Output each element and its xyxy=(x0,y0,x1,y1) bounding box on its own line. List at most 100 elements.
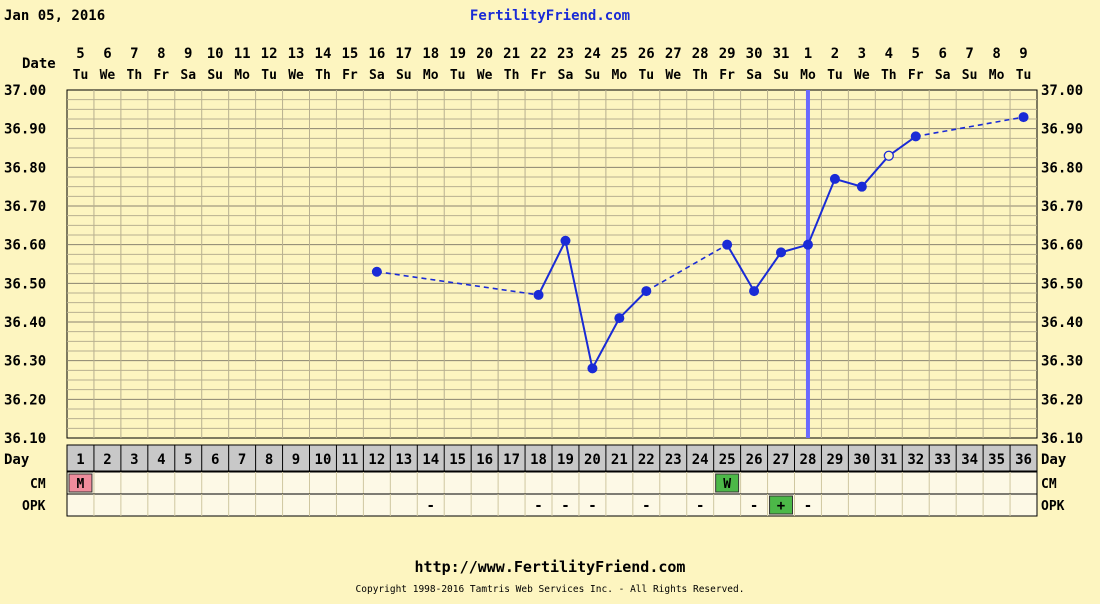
y-tick-label-right: 36.30 xyxy=(1041,354,1083,370)
weekday-label: We xyxy=(854,68,870,83)
date-label: 14 xyxy=(315,46,332,62)
opk-marker: - xyxy=(534,498,542,514)
date-label: 22 xyxy=(530,46,547,62)
footer-url[interactable]: http://www.FertilityFriend.com xyxy=(414,558,686,576)
weekday-label: Fr xyxy=(153,68,169,83)
temp-point xyxy=(749,286,760,297)
day-number: 11 xyxy=(341,452,358,468)
y-tick-label-left: 36.70 xyxy=(4,199,46,215)
date-label: 11 xyxy=(234,46,251,62)
temp-point xyxy=(371,266,382,277)
date-label: 9 xyxy=(1019,46,1027,62)
y-tick-label-right: 36.70 xyxy=(1041,199,1083,215)
temp-point xyxy=(641,286,652,297)
weekday-label: Fr xyxy=(531,68,547,83)
date-label: 25 xyxy=(611,46,628,62)
y-tick-label-left: 36.40 xyxy=(4,315,46,331)
weekday-label: Su xyxy=(207,68,223,83)
opk-marker: - xyxy=(696,498,704,514)
weekday-label: Sa xyxy=(746,68,762,83)
temp-point xyxy=(856,181,867,192)
weekday-label: Su xyxy=(962,68,978,83)
weekday-label: Su xyxy=(585,68,601,83)
opk-marker: - xyxy=(750,498,758,514)
temp-line-dashed xyxy=(376,270,539,296)
temp-point xyxy=(722,239,733,250)
day-number: 36 xyxy=(1015,452,1032,468)
day-number: 14 xyxy=(422,452,439,468)
day-number: 22 xyxy=(638,452,655,468)
day-number: 31 xyxy=(880,452,897,468)
y-tick-label-right: 36.90 xyxy=(1041,122,1083,138)
day-number: 18 xyxy=(530,452,547,468)
day-number: 20 xyxy=(584,452,601,468)
opk-marker: + xyxy=(777,498,785,514)
day-number: 17 xyxy=(503,452,520,468)
date-label: 20 xyxy=(476,46,493,62)
opk-marker: - xyxy=(561,498,569,514)
weekday-label: Tu xyxy=(450,68,466,83)
day-number: 4 xyxy=(157,452,165,468)
cm-marker-text: M xyxy=(77,477,85,492)
y-tick-label-left: 36.20 xyxy=(4,392,46,408)
y-tick-label-left: 36.30 xyxy=(4,354,46,370)
date-label: 10 xyxy=(207,46,224,62)
opk-marker-bg xyxy=(769,495,793,515)
weekday-label: Mo xyxy=(989,68,1005,83)
weekday-label: Fr xyxy=(719,68,735,83)
day-number: 23 xyxy=(665,452,682,468)
weekday-label: Tu xyxy=(73,68,89,83)
weekday-label: Th xyxy=(315,68,331,83)
day-number: 28 xyxy=(800,452,817,468)
date-label: 7 xyxy=(130,46,138,62)
date-label: 8 xyxy=(157,46,165,62)
weekday-label: Sa xyxy=(369,68,385,83)
temp-point xyxy=(533,289,544,300)
day-number: 9 xyxy=(292,452,300,468)
day-number: 1 xyxy=(76,452,84,468)
day-number: 8 xyxy=(265,452,273,468)
date-label: 29 xyxy=(719,46,736,62)
opk-marker: - xyxy=(642,498,650,514)
chart-date: Jan 05, 2016 xyxy=(4,8,106,24)
temp-point xyxy=(560,235,571,246)
weekday-label: Mo xyxy=(423,68,439,83)
date-label: 28 xyxy=(692,46,709,62)
date-label: 17 xyxy=(395,46,412,62)
day-number: 13 xyxy=(395,452,412,468)
day-number: 29 xyxy=(826,452,843,468)
weekday-label: We xyxy=(665,68,681,83)
weekday-label: Th xyxy=(127,68,143,83)
y-tick-label-right: 36.20 xyxy=(1041,392,1083,408)
day-number: 3 xyxy=(130,452,138,468)
date-label: 6 xyxy=(103,46,111,62)
y-tick-label-right: 36.50 xyxy=(1041,276,1083,292)
opk-marker: - xyxy=(804,498,812,514)
date-label: 3 xyxy=(858,46,866,62)
day-number: 33 xyxy=(934,452,951,468)
footer-copyright: Copyright 1998-2016 Tamtris Web Services… xyxy=(355,584,745,595)
date-label: 4 xyxy=(885,46,893,62)
temp-line-solid xyxy=(726,135,917,293)
temp-point xyxy=(802,239,813,250)
cm-marker xyxy=(715,473,740,493)
date-label: 18 xyxy=(422,46,439,62)
temp-point xyxy=(829,173,840,184)
y-tick-label-right: 36.10 xyxy=(1041,431,1083,447)
day-number: 7 xyxy=(238,452,246,468)
weekday-label: We xyxy=(477,68,493,83)
date-label: 9 xyxy=(184,46,192,62)
day-number: 27 xyxy=(773,452,790,468)
weekday-label: Fr xyxy=(342,68,358,83)
date-label: 1 xyxy=(804,46,812,62)
date-label: 26 xyxy=(638,46,655,62)
y-tick-label-right: 36.60 xyxy=(1041,238,1083,254)
day-number: 35 xyxy=(988,452,1005,468)
day-row-label-left: Day xyxy=(4,452,30,468)
cm-row-label-right: CM xyxy=(1041,477,1057,492)
date-label: 24 xyxy=(584,46,601,62)
date-label: 8 xyxy=(992,46,1000,62)
date-label: 13 xyxy=(288,46,305,62)
opk-row-label-right: OPK xyxy=(1041,499,1065,514)
day-row-label-right: Day xyxy=(1041,452,1067,468)
